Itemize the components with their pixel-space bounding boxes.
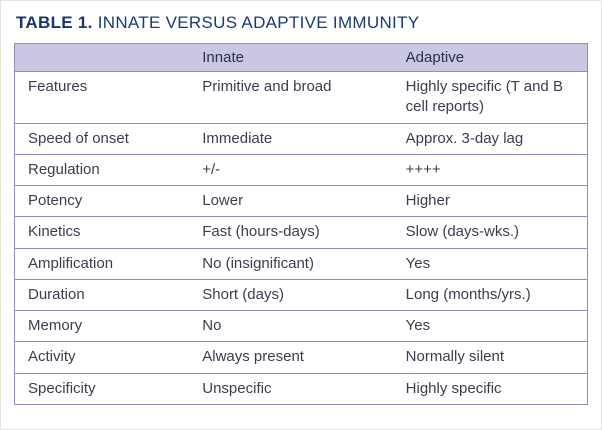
- table-header: Innate Adaptive: [14, 43, 588, 72]
- table-row: Memory No Yes: [14, 310, 588, 343]
- table-title-text: INNATE VERSUS ADAPTIVE IMMUNITY: [97, 13, 420, 32]
- innate-value-cell: Fast (hours-days): [189, 216, 393, 249]
- innate-value-cell: Immediate: [189, 123, 393, 155]
- innate-value-cell: No: [189, 310, 393, 343]
- adaptive-value-cell: Slow (days-wks.): [392, 216, 588, 249]
- table-title: TABLE 1. INNATE VERSUS ADAPTIVE IMMUNITY: [16, 13, 588, 33]
- innate-value-cell: +/-: [189, 154, 393, 187]
- table-body: Features Primitive and broad Highly spec…: [14, 71, 588, 405]
- table-row: Activity Always present Normally silent: [14, 341, 588, 374]
- feature-label-cell: Potency: [14, 185, 190, 218]
- table-row: Kinetics Fast (hours-days) Slow (days-wk…: [14, 216, 588, 249]
- adaptive-value-cell: Higher: [392, 185, 588, 218]
- adaptive-value-cell: Highly specific (T and B cell reports): [392, 71, 588, 124]
- feature-label-cell: Activity: [14, 341, 190, 374]
- table-row: Specificity Unspecific Highly specific: [15, 373, 588, 404]
- innate-value-cell: Always present: [189, 341, 393, 374]
- feature-label-cell: Features: [14, 71, 190, 124]
- table-row: Regulation +/- ++++: [14, 154, 588, 187]
- adaptive-value-cell: Long (months/yrs.): [392, 279, 588, 312]
- table-number-label: TABLE 1.: [16, 13, 93, 32]
- immunity-comparison-table: Innate Adaptive Features Primitive and b…: [14, 43, 588, 405]
- feature-label-cell: Regulation: [14, 154, 190, 187]
- feature-label-cell: Speed of onset: [14, 123, 190, 155]
- innate-value-cell: Primitive and broad: [189, 71, 393, 124]
- innate-value-cell: Short (days): [189, 279, 393, 312]
- adaptive-value-cell: Approx. 3-day lag: [392, 123, 588, 155]
- header-row: Innate Adaptive: [14, 43, 588, 72]
- feature-label-cell: Duration: [14, 279, 190, 312]
- innate-value-cell: Unspecific: [202, 379, 272, 397]
- adaptive-value-cell: Yes: [392, 310, 588, 343]
- adaptive-value-cell: Highly specific: [405, 379, 502, 397]
- adaptive-value-cell: Yes: [392, 248, 588, 280]
- table-row: Features Primitive and broad Highly spec…: [14, 71, 588, 124]
- feature-label-cell: Kinetics: [14, 216, 190, 249]
- adaptive-value-cell: Normally silent: [392, 341, 588, 374]
- table-row: Potency Lower Higher: [14, 185, 588, 218]
- table-row: Speed of onset Immediate Approx. 3-day l…: [14, 123, 588, 155]
- feature-label-cell: Amplification: [14, 248, 190, 280]
- adaptive-value-cell: ++++: [392, 154, 588, 187]
- header-cell-adaptive: Adaptive: [392, 43, 588, 72]
- feature-label-cell: Memory: [14, 310, 190, 343]
- header-cell-empty: [14, 43, 190, 72]
- header-cell-innate: Innate: [189, 43, 393, 72]
- innate-value-cell: Lower: [189, 185, 393, 218]
- table-row: Duration Short (days) Long (months/yrs.): [14, 279, 588, 312]
- innate-value-cell: No (insignificant): [189, 248, 393, 280]
- table-row: Amplification No (insignificant) Yes: [14, 248, 588, 280]
- feature-label-cell: Specificity: [28, 379, 96, 397]
